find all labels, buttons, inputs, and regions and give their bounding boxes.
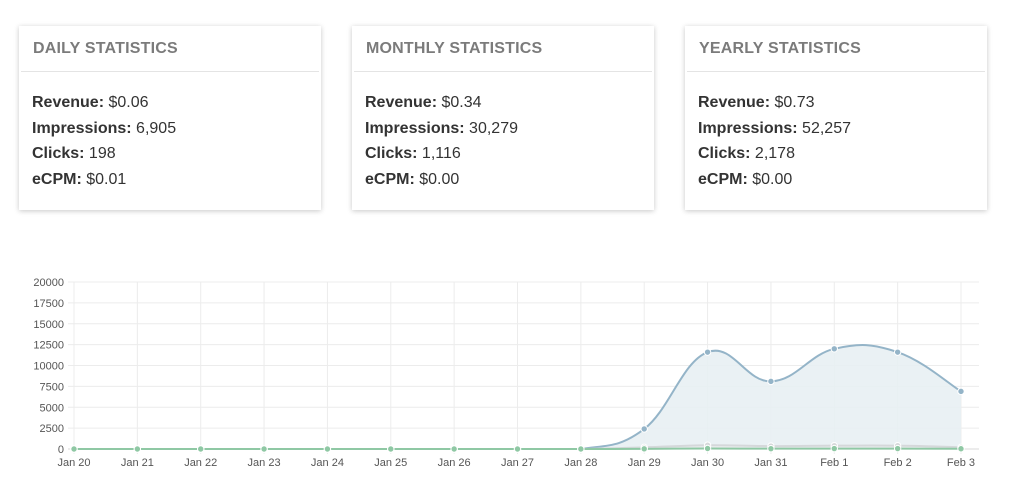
stat-value: 30,279 <box>469 119 518 137</box>
y-tick-label: 2500 <box>40 423 64 435</box>
series-area-0 <box>74 344 961 449</box>
data-point[interactable] <box>133 445 142 453</box>
stat-row: Revenue: $0.06 <box>32 90 321 116</box>
stat-value: 198 <box>88 145 116 163</box>
data-point[interactable] <box>640 445 648 453</box>
stat-row: Clicks: 2,178 <box>698 141 987 167</box>
stat-row: Impressions: 6,905 <box>32 116 321 142</box>
stat-label: eCPM: <box>32 170 82 188</box>
data-point[interactable] <box>450 445 458 453</box>
data-point[interactable] <box>703 444 712 453</box>
x-tick-label: Jan 28 <box>564 457 597 469</box>
card-body: Revenue: $0.73 Impressions: 52,257 Clicks:… <box>685 72 987 192</box>
card-title: DAILY STATISTICS <box>21 26 319 72</box>
stat-value: $0.06 <box>108 94 149 111</box>
y-tick-label: 0 <box>58 444 64 456</box>
y-tick-label: 5000 <box>40 402 64 414</box>
y-axis: 0 2500 5000 7500 10000 12500 15000 17500 20000 <box>33 277 64 456</box>
stat-label: Impressions: <box>32 119 132 137</box>
stat-value: 6,905 <box>136 119 177 137</box>
card-title: MONTHLY STATISTICS <box>354 26 652 72</box>
data-point[interactable] <box>957 387 965 396</box>
data-point[interactable] <box>767 377 775 386</box>
data-point[interactable] <box>260 445 268 453</box>
data-point[interactable] <box>830 345 838 353</box>
stat-label: Clicks: <box>32 145 85 163</box>
chart-points <box>70 345 965 453</box>
monthly-statistics-card: MONTHLY STATISTICS Revenue: $0.34 Impressi… <box>352 26 654 210</box>
data-point[interactable] <box>577 445 585 453</box>
stat-row: Revenue: $0.73 <box>698 90 987 116</box>
data-point[interactable] <box>640 425 648 433</box>
statistics-chart: 0 2500 5000 7500 10000 12500 15000 17500 20000 J… <box>33 277 979 469</box>
stat-row: eCPM: $0.00 <box>698 167 987 193</box>
stat-row: Impressions: 52,257 <box>698 116 987 142</box>
y-tick-label: 10000 <box>33 361 64 373</box>
x-tick-label: Jan 21 <box>121 457 154 469</box>
stat-row: Clicks: 1,116 <box>365 141 654 167</box>
stat-label: eCPM: <box>365 170 415 188</box>
y-tick-label: 12500 <box>33 340 64 352</box>
stat-value: 1,116 <box>421 145 461 163</box>
x-tick-label: Jan 22 <box>184 457 217 469</box>
data-point[interactable] <box>513 445 522 453</box>
data-point[interactable] <box>893 444 902 453</box>
x-tick-label: Feb 3 <box>947 457 975 469</box>
data-point[interactable] <box>893 348 902 356</box>
y-tick-label: 17500 <box>33 298 64 310</box>
data-point[interactable] <box>767 444 775 453</box>
x-tick-label: Feb 1 <box>820 457 848 469</box>
x-tick-label: Jan 31 <box>754 457 787 469</box>
stat-label: Impressions: <box>365 119 465 137</box>
stat-label: Revenue: <box>698 94 771 111</box>
x-tick-label: Jan 30 <box>691 457 724 469</box>
x-tick-label: Jan 27 <box>501 457 534 469</box>
x-tick-label: Feb 2 <box>884 457 912 469</box>
data-point[interactable] <box>830 444 838 453</box>
stat-label: eCPM: <box>698 170 748 188</box>
y-tick-label: 7500 <box>40 381 64 393</box>
x-tick-label: Jan 20 <box>57 457 90 469</box>
stat-label: Clicks: <box>365 145 418 163</box>
stat-row: Clicks: 198 <box>32 141 321 167</box>
x-axis: Jan 20 Jan 21 Jan 22 Jan 23 Jan 24 Jan 25 Jan … <box>57 457 975 469</box>
stat-value: $0.00 <box>419 170 460 188</box>
stat-value: 52,257 <box>802 119 851 137</box>
stat-value: $0.00 <box>752 170 793 188</box>
stat-label: Clicks: <box>698 145 751 163</box>
stat-label: Revenue: <box>32 94 105 111</box>
stat-value: $0.73 <box>774 94 815 111</box>
stat-label: Revenue: <box>365 94 438 111</box>
y-tick-label: 20000 <box>33 277 64 289</box>
x-tick-label: Jan 23 <box>248 457 281 469</box>
data-point[interactable] <box>957 445 965 453</box>
stat-row: Revenue: $0.34 <box>365 90 654 116</box>
y-tick-label: 15000 <box>33 319 64 331</box>
stat-label: Impressions: <box>698 119 798 137</box>
yearly-statistics-card: YEARLY STATISTICS Revenue: $0.73 Impressio… <box>685 26 987 210</box>
card-body: Revenue: $0.34 Impressions: 30,279 Clicks:… <box>352 72 654 192</box>
stat-value: 2,178 <box>754 145 795 163</box>
daily-statistics-card: DAILY STATISTICS Revenue: $0.06 Impression… <box>19 26 321 210</box>
x-tick-label: Jan 25 <box>374 457 407 469</box>
card-title: YEARLY STATISTICS <box>687 26 985 72</box>
data-point[interactable] <box>703 348 712 356</box>
data-point[interactable] <box>70 445 78 453</box>
x-tick-label: Jan 24 <box>311 457 344 469</box>
card-body: Revenue: $0.06 Impressions: 6,905 Clicks: … <box>19 72 321 192</box>
stat-row: Impressions: 30,279 <box>365 116 654 142</box>
x-tick-label: Jan 29 <box>628 457 661 469</box>
data-point[interactable] <box>387 445 395 453</box>
x-tick-label: Jan 26 <box>438 457 471 469</box>
data-point[interactable] <box>197 445 205 453</box>
stat-row: eCPM: $0.01 <box>32 167 321 193</box>
stat-row: eCPM: $0.00 <box>365 167 654 193</box>
stat-value: $0.01 <box>86 170 127 188</box>
data-point[interactable] <box>323 445 332 453</box>
stat-value: $0.34 <box>441 94 482 111</box>
